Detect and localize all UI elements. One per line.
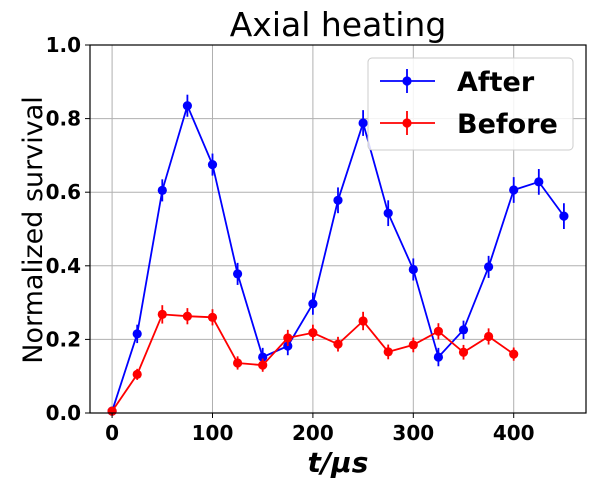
- y-tick-label: 0.8: [46, 107, 81, 131]
- axis-ticks: 0 100 200 300 400 0.0 0.2 0.4 0.6 0.8 1.0: [46, 33, 535, 445]
- legend-marker: [402, 76, 412, 86]
- x-tick-label: 100: [192, 421, 234, 445]
- y-tick-label: 0.2: [46, 327, 81, 351]
- x-axis-label: t/μs: [308, 446, 369, 479]
- data-point: [132, 369, 142, 379]
- data-point: [258, 360, 268, 370]
- data-point: [433, 326, 444, 336]
- data-point: [333, 339, 343, 349]
- series-line-after: [111, 103, 565, 412]
- data-point: [383, 347, 393, 357]
- data-point: [458, 347, 469, 357]
- y-tick-label: 0.6: [46, 180, 81, 204]
- legend-entry-before: Before: [380, 109, 558, 140]
- data-point: [458, 325, 469, 335]
- data-point: [408, 264, 418, 275]
- legend-label: After: [457, 67, 535, 98]
- data-point: [157, 185, 167, 195]
- data-point: [232, 269, 243, 279]
- legend-label: Before: [457, 109, 558, 140]
- data-point: [484, 262, 494, 272]
- y-axis-label: Normalized survival: [18, 96, 49, 363]
- x-tick-label: 300: [392, 421, 434, 445]
- y-tick-label: 0.4: [46, 254, 81, 278]
- data-point: [232, 358, 243, 368]
- data-point: [308, 328, 318, 338]
- legend-marker: [402, 118, 412, 128]
- x-tick-label: 200: [292, 421, 334, 445]
- data-point: [358, 316, 368, 326]
- data-point: [207, 160, 218, 170]
- data-point: [333, 195, 343, 205]
- data-point: [358, 118, 368, 128]
- data-point: [433, 352, 444, 362]
- chart-title: Axial heating: [230, 5, 447, 44]
- legend: After Before: [367, 57, 574, 151]
- plot-frame: [89, 44, 587, 414]
- data-point: [182, 311, 192, 321]
- data-point: [509, 349, 519, 359]
- x-tick-label: 400: [493, 421, 535, 445]
- data-point: [308, 299, 318, 309]
- data-point: [408, 340, 418, 350]
- data-point: [559, 211, 569, 221]
- data-point: [484, 331, 494, 342]
- x-tick-label: 0: [105, 421, 119, 445]
- series-before: [107, 305, 519, 416]
- data-point: [383, 208, 393, 218]
- data-point: [509, 185, 519, 195]
- data-point: [258, 352, 268, 362]
- data-point: [157, 309, 167, 319]
- data-point: [207, 312, 218, 322]
- data-point: [534, 177, 544, 187]
- y-tick-label: 1.0: [46, 33, 81, 57]
- plot-data: [107, 94, 569, 416]
- data-point: [132, 329, 142, 339]
- legend-entry-after: After: [380, 67, 535, 98]
- data-point: [283, 333, 293, 343]
- y-tick-label: 0.0: [46, 401, 81, 425]
- data-point: [182, 101, 192, 111]
